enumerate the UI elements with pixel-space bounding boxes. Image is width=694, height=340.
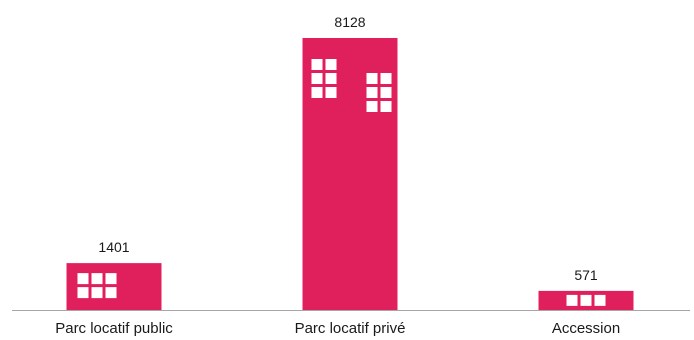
bar-1 (66, 263, 162, 310)
window-pane (311, 87, 323, 98)
category-label: Parc locatif privé (295, 320, 406, 337)
window-pane (311, 59, 323, 70)
category-label: Parc locatif public (55, 320, 173, 337)
value-label: 8128 (334, 14, 365, 30)
window-pane (366, 87, 378, 98)
window-pane (77, 273, 89, 285)
window-pane (380, 87, 392, 98)
window-pane (325, 59, 337, 70)
window-pane (325, 73, 337, 84)
window-pane (380, 73, 392, 84)
bar-windows-icon (311, 59, 337, 98)
bar-windows-icon (366, 73, 392, 112)
category-label: Accession (552, 320, 620, 337)
value-label: 1401 (98, 239, 129, 255)
window-pane (366, 101, 378, 112)
window-pane (580, 294, 592, 306)
value-label: 571 (574, 267, 598, 283)
window-pane (91, 287, 103, 299)
window-pane (380, 101, 392, 112)
window-pane (566, 294, 578, 306)
bar-windows-icon (77, 273, 117, 299)
value-labels-group: 1401 8128 571 (98, 14, 597, 283)
window-pane (366, 73, 378, 84)
window-pane (105, 287, 117, 299)
category-labels-group: Parc locatif public Parc locatif privé Acc… (55, 320, 620, 337)
window-pane (311, 73, 323, 84)
window-pane (594, 294, 606, 306)
bar-windows-icon (566, 294, 606, 306)
window-pane (77, 287, 89, 299)
window-pane (325, 87, 337, 98)
window-pane (105, 273, 117, 285)
bars-group (66, 38, 634, 310)
window-pane (91, 273, 103, 285)
